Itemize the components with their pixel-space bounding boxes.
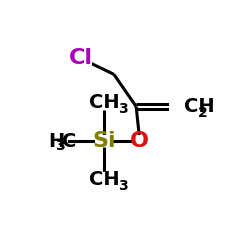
FancyBboxPatch shape (95, 135, 113, 147)
Text: 3: 3 (118, 178, 128, 192)
Text: H: H (48, 132, 64, 150)
Text: CH: CH (89, 170, 119, 189)
Text: O: O (130, 131, 149, 151)
Text: 3: 3 (55, 138, 65, 152)
Text: CH: CH (184, 97, 215, 116)
FancyBboxPatch shape (28, 134, 68, 148)
Text: 2: 2 (198, 106, 208, 120)
FancyBboxPatch shape (70, 51, 92, 65)
FancyBboxPatch shape (89, 172, 119, 187)
FancyBboxPatch shape (133, 135, 147, 147)
Text: C: C (62, 132, 76, 150)
FancyBboxPatch shape (170, 99, 199, 114)
Text: CH: CH (89, 93, 119, 112)
Text: 3: 3 (118, 102, 128, 116)
Text: Si: Si (92, 131, 116, 151)
Text: Cl: Cl (68, 48, 92, 68)
FancyBboxPatch shape (89, 95, 119, 110)
